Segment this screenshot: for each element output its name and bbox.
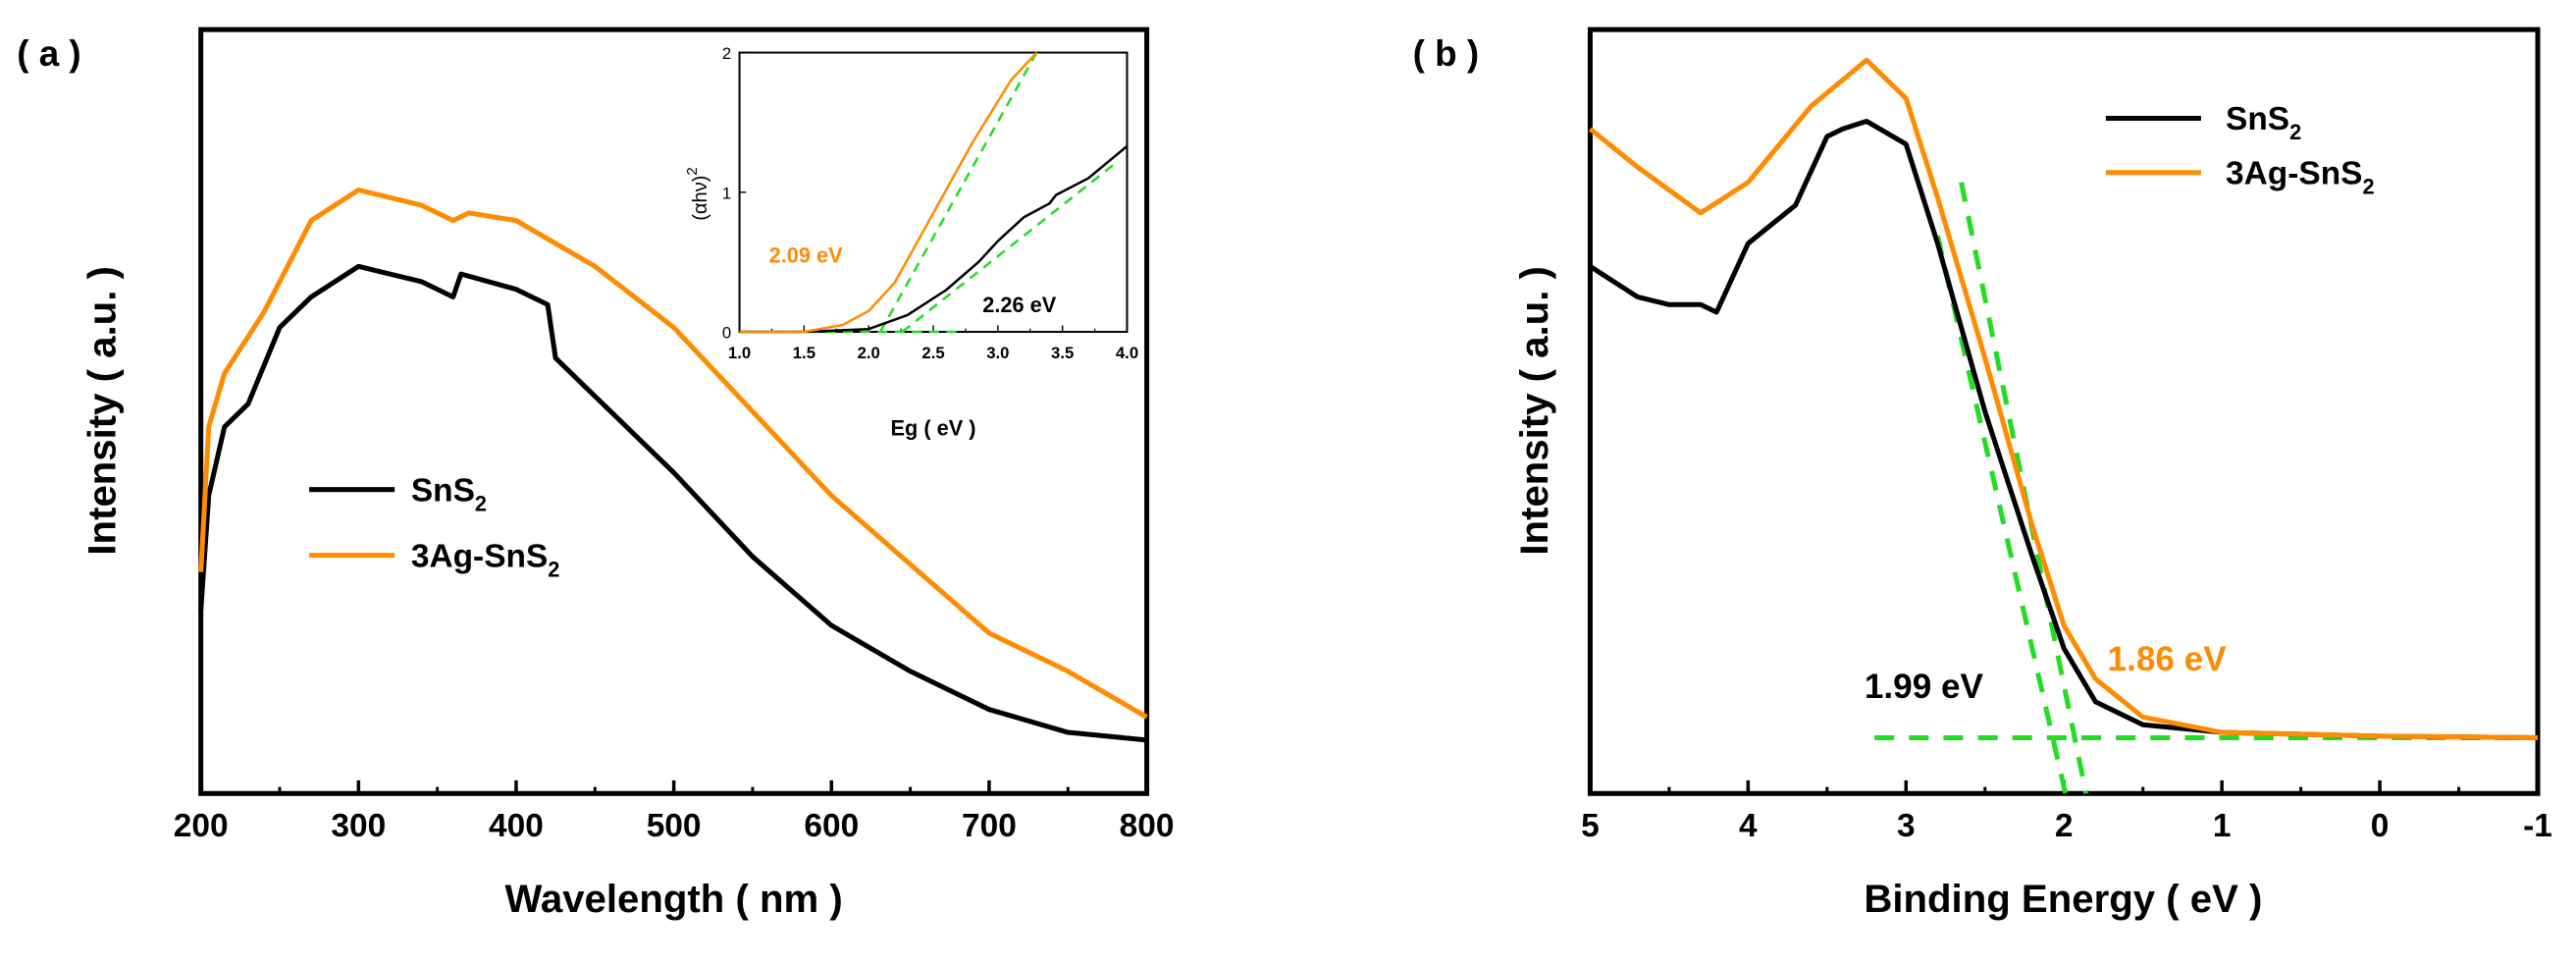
- fit-line: [878, 51, 1038, 333]
- series-line-3ag-sns2: [198, 188, 1148, 720]
- legend-label-ag: 3Ag-SnS2: [2226, 155, 2375, 198]
- x-tick-label: 4.0: [1116, 344, 1138, 362]
- x-tick-label: 4: [1739, 808, 1758, 844]
- panel-b-legend: SnS2 3Ag-SnS2: [2105, 101, 2375, 198]
- series-line-3ag-sns2: [739, 51, 1038, 334]
- x-tick-label: 2.0: [858, 344, 880, 362]
- x-tick-label: 300: [331, 808, 386, 844]
- annotation-ag: 1.86 eV: [2108, 640, 2228, 678]
- y-tick-label: 1: [722, 184, 731, 202]
- plot-frame: [1587, 27, 2541, 796]
- annotation-sns2: 1.99 eV: [1865, 668, 1984, 706]
- x-tick-label: 3: [1897, 808, 1916, 844]
- inset-xlabel: Eg ( eV ): [891, 415, 976, 440]
- x-tick-label: 1.0: [728, 344, 751, 362]
- x-tick-label: 400: [489, 808, 544, 844]
- x-tick-label: 3.5: [1051, 344, 1074, 362]
- panel-a: 200 300 400 500 600 700 800 1.0 1.5 2.0 2.5 3.0 3.5 4…: [174, 27, 1175, 844]
- series-line-sns2: [198, 263, 1147, 743]
- x-tick-label: 2.5: [921, 344, 944, 362]
- x-tick-label: 600: [804, 808, 859, 844]
- panel-a-ylabel: Intensity ( a.u. ): [80, 266, 125, 556]
- x-tick-label: 800: [1120, 808, 1175, 844]
- inset-ylabel: (αhν)2: [684, 167, 711, 221]
- legend-label-ag: 3Ag-SnS2: [411, 538, 560, 581]
- x-tick-label: 1: [2213, 808, 2232, 844]
- inset-annotation-ag: 2.09 eV: [769, 243, 843, 268]
- x-tick-label: 500: [647, 808, 702, 844]
- y-tick-label: 0: [722, 324, 731, 343]
- x-tick-label: 0: [2371, 808, 2390, 844]
- panel-a-xlabel: Wavelength ( nm ): [504, 877, 842, 921]
- fit-line: [1935, 235, 2069, 794]
- y-tick-label: 2: [722, 44, 731, 63]
- x-tick-label: 700: [962, 808, 1017, 844]
- plot-frame: [198, 27, 1150, 796]
- series-line-sns2: [1589, 118, 2539, 740]
- x-tick-label: -1: [2523, 808, 2552, 844]
- fit-line: [901, 163, 1116, 334]
- x-tick-label: 1.5: [793, 344, 815, 362]
- legend-label-sns2: SnS2: [411, 472, 487, 515]
- x-tick-label: 5: [1581, 808, 1600, 844]
- plot-frame: [738, 51, 1129, 334]
- inset-annotation-sns2: 2.26 eV: [982, 293, 1056, 317]
- panel-b: 5 4 3 2 1 0 -1: [1581, 27, 2552, 844]
- panel-b-ylabel: Intensity ( a.u. ): [1512, 266, 1556, 556]
- x-tick-label: 200: [174, 808, 229, 844]
- x-tick-label: 2: [2055, 808, 2074, 844]
- legend-label-sns2: SnS2: [2226, 101, 2301, 144]
- inset: 1.0 1.5 2.0 2.5 3.0 3.5 4.0 0 1 2: [722, 44, 1138, 362]
- x-tick-label: 3.0: [986, 344, 1009, 362]
- series-line-sns2: [739, 144, 1129, 334]
- panel-a-legend: SnS2 3Ag-SnS2: [309, 472, 559, 581]
- series-line-3ag-sns2: [1588, 57, 2539, 740]
- panel-a-label: ( a ): [17, 33, 80, 74]
- panel-b-label: ( b ): [1413, 33, 1479, 74]
- panel-b-xlabel: Binding Energy ( eV ): [1864, 877, 2262, 921]
